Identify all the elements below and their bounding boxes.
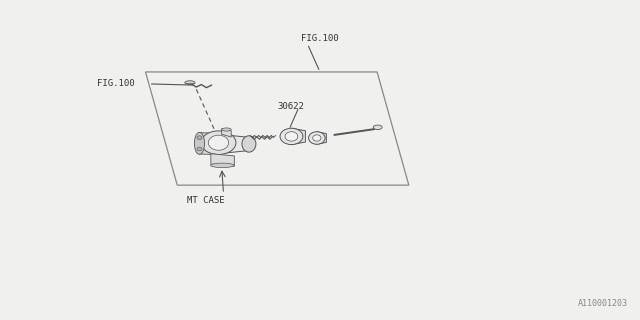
Ellipse shape bbox=[209, 135, 228, 150]
Ellipse shape bbox=[242, 136, 256, 152]
Ellipse shape bbox=[195, 132, 205, 154]
Text: FIG.100: FIG.100 bbox=[97, 79, 134, 88]
Text: MT CASE: MT CASE bbox=[187, 196, 225, 205]
Ellipse shape bbox=[221, 128, 231, 131]
Polygon shape bbox=[317, 132, 326, 144]
Text: 30622: 30622 bbox=[278, 102, 305, 111]
Ellipse shape bbox=[285, 132, 298, 141]
Ellipse shape bbox=[197, 136, 202, 140]
Text: A110001203: A110001203 bbox=[578, 299, 628, 308]
Text: FIG.100: FIG.100 bbox=[301, 35, 339, 44]
Polygon shape bbox=[211, 154, 234, 166]
Ellipse shape bbox=[185, 81, 195, 84]
Polygon shape bbox=[218, 134, 249, 154]
Ellipse shape bbox=[308, 132, 325, 144]
Circle shape bbox=[373, 125, 382, 130]
Ellipse shape bbox=[211, 163, 234, 168]
Ellipse shape bbox=[313, 135, 321, 141]
Polygon shape bbox=[291, 128, 305, 145]
Polygon shape bbox=[200, 133, 220, 155]
Polygon shape bbox=[221, 129, 231, 137]
Ellipse shape bbox=[201, 131, 236, 155]
Ellipse shape bbox=[197, 147, 202, 151]
Ellipse shape bbox=[280, 128, 303, 145]
